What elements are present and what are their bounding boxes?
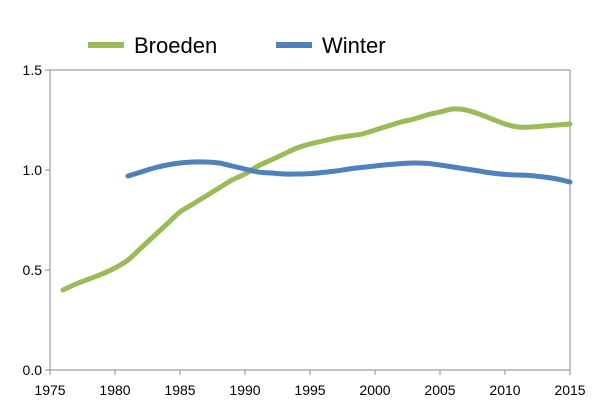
series-group (60, 106, 573, 293)
x-tick-label: 1990 (229, 382, 260, 398)
y-tick-label: 1.0 (23, 162, 43, 178)
legend: Broeden Winter (88, 33, 386, 58)
y-tick-label: 0.5 (23, 262, 43, 278)
x-tick-label: 1985 (164, 382, 195, 398)
x-tick-label: 2005 (424, 382, 455, 398)
x-tick-label: 2000 (359, 382, 390, 398)
x-tick-label: 1995 (294, 382, 325, 398)
series-line-broeden (60, 106, 573, 293)
x-tick-label: 1980 (99, 382, 130, 398)
y-tick-label: 1.5 (23, 62, 43, 78)
y-tick-label: 0.0 (23, 362, 43, 378)
legend-label-broeden: Broeden (134, 33, 217, 58)
axes: 0.0 0.5 1.0 1.5 1975 1980 1985 1990 1995 2000 2005… (23, 62, 586, 398)
series-line-winter (125, 159, 573, 185)
x-tick-label: 2015 (554, 382, 585, 398)
legend-label-winter: Winter (322, 33, 386, 58)
x-tick-label: 1975 (34, 382, 65, 398)
x-tick-label: 2010 (489, 382, 520, 398)
